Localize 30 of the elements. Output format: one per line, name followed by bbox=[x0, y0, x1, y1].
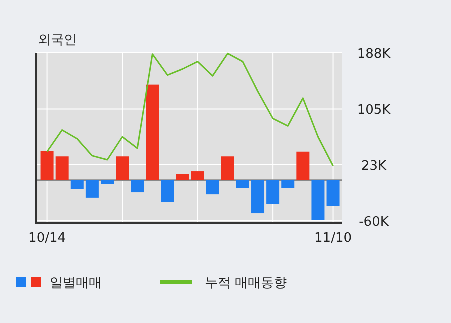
bar bbox=[252, 180, 265, 214]
bar bbox=[100, 180, 114, 184]
y-tick-label: 105K bbox=[357, 103, 392, 118]
bar bbox=[146, 84, 160, 180]
bar bbox=[40, 151, 54, 180]
y-tick-label: -60K bbox=[359, 214, 390, 230]
bar bbox=[206, 180, 220, 195]
bar bbox=[86, 180, 99, 198]
legend-label: 누적 매매동향 bbox=[205, 276, 288, 291]
x-tick-label: 10/14 bbox=[28, 231, 66, 246]
bar bbox=[312, 180, 325, 220]
y-tick-label: 23K bbox=[361, 158, 388, 174]
x-tick-label: 11/10 bbox=[314, 231, 352, 246]
bar bbox=[161, 180, 174, 202]
bar bbox=[191, 172, 204, 180]
bar bbox=[326, 180, 340, 206]
bar bbox=[116, 156, 130, 180]
bar bbox=[131, 180, 144, 193]
bar bbox=[176, 174, 190, 180]
bar bbox=[70, 180, 84, 190]
legend-label: 일별매매 bbox=[50, 276, 102, 291]
y-tick-label: 188K bbox=[357, 47, 392, 62]
bar bbox=[236, 180, 250, 188]
bar bbox=[56, 156, 69, 180]
bar bbox=[266, 180, 280, 204]
bar bbox=[221, 156, 234, 180]
bar bbox=[296, 152, 310, 180]
chart-title: 외국인 bbox=[38, 33, 77, 48]
bar bbox=[282, 180, 295, 188]
line-series bbox=[46, 52, 334, 167]
